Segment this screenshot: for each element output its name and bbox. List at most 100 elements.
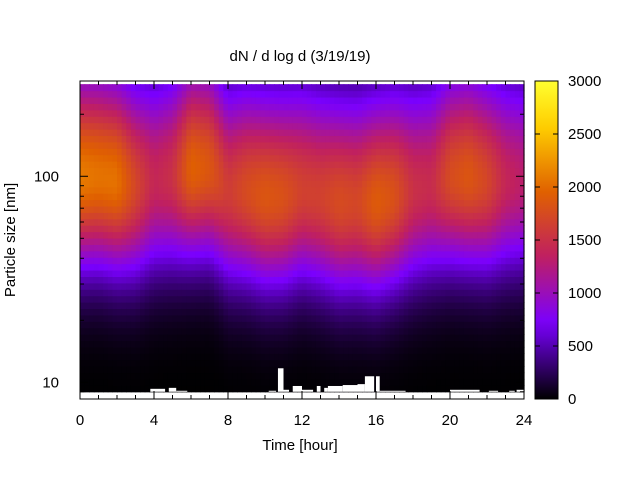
heatmap-cell	[440, 334, 446, 342]
heatmap-cell	[380, 289, 386, 297]
missing-data-gap	[379, 390, 406, 392]
heatmap-cell	[380, 148, 386, 156]
heatmap-cell	[371, 205, 377, 213]
heatmap-cell	[121, 295, 127, 303]
heatmap-cell	[413, 314, 419, 322]
heatmap-cell	[311, 141, 317, 149]
heatmap-cell	[186, 116, 192, 124]
heatmap-cell	[385, 276, 391, 284]
heatmap-cell	[84, 84, 90, 92]
heatmap-cell	[228, 109, 234, 117]
heatmap-cell	[339, 96, 345, 104]
heatmap-cell	[487, 141, 493, 149]
heatmap-cell	[228, 186, 234, 194]
heatmap-cell	[158, 231, 164, 239]
heatmap-cell	[302, 148, 308, 156]
heatmap-cell	[417, 289, 423, 297]
heatmap-cell	[251, 334, 257, 342]
heatmap-cell	[112, 321, 118, 329]
heatmap-cell	[403, 199, 409, 207]
heatmap-cell	[436, 173, 442, 181]
heatmap-cell	[477, 109, 483, 117]
heatmap-cell	[218, 193, 224, 201]
heatmap-cell	[93, 244, 100, 252]
heatmap-cell	[80, 122, 86, 130]
heatmap-cell	[399, 173, 405, 181]
heatmap-cell	[186, 295, 192, 303]
heatmap-cell	[348, 257, 354, 265]
heatmap-cell	[177, 141, 183, 149]
heatmap-cell	[158, 154, 164, 162]
heatmap-cell	[130, 167, 137, 175]
heatmap-cell	[403, 237, 409, 245]
heatmap-cell	[269, 199, 275, 207]
heatmap-cell	[98, 218, 104, 226]
heatmap-cell	[436, 90, 442, 98]
heatmap-cell	[112, 122, 118, 130]
heatmap-cell	[500, 269, 507, 277]
heatmap-cell	[417, 103, 423, 111]
heatmap-cell	[232, 372, 238, 380]
heatmap-cell	[459, 250, 465, 258]
heatmap-cell	[260, 154, 266, 162]
heatmap-cell	[121, 308, 127, 316]
heatmap-cell	[228, 289, 234, 297]
heatmap-cell	[408, 90, 414, 98]
heatmap-cell	[399, 276, 405, 284]
heatmap-cell	[366, 244, 372, 252]
heatmap-cell	[112, 385, 118, 393]
heatmap-cell	[496, 372, 502, 380]
heatmap-cell	[334, 244, 340, 252]
heatmap-cell	[204, 302, 211, 310]
heatmap-cell	[334, 90, 340, 98]
heatmap-cell	[265, 186, 271, 194]
heatmap-cell	[329, 321, 335, 329]
heatmap-cell	[246, 148, 252, 156]
heatmap-cell	[158, 122, 164, 130]
heatmap-cell	[93, 321, 100, 329]
heatmap-cell	[117, 180, 123, 188]
heatmap-cell	[172, 250, 178, 258]
heatmap-cell	[339, 314, 345, 322]
heatmap-cell	[445, 334, 451, 342]
heatmap-cell	[204, 353, 211, 361]
heatmap-cell	[320, 122, 326, 130]
heatmap-cell	[84, 308, 90, 316]
heatmap-cell	[140, 327, 146, 335]
heatmap-cell	[334, 103, 340, 111]
heatmap-cell	[454, 269, 460, 277]
heatmap-cell	[218, 225, 224, 233]
heatmap-cell	[228, 90, 234, 98]
heatmap-cell	[181, 276, 187, 284]
heatmap-cell	[482, 231, 488, 239]
heatmap-cell	[468, 263, 474, 271]
heatmap-cell	[487, 295, 493, 303]
heatmap-cell	[380, 353, 386, 361]
heatmap-cell	[80, 321, 86, 329]
heatmap-cell	[496, 378, 502, 386]
heatmap-cell	[496, 340, 502, 348]
heatmap-cell	[126, 180, 132, 188]
heatmap-cell	[204, 327, 211, 335]
heatmap-cell	[283, 257, 289, 265]
heatmap-cell	[329, 231, 335, 239]
heatmap-cell	[510, 205, 516, 213]
heatmap-cell	[80, 302, 86, 310]
heatmap-cell	[218, 180, 224, 188]
heatmap-cell	[422, 250, 428, 258]
heatmap-cell	[154, 327, 160, 335]
heatmap-cell	[167, 141, 174, 149]
heatmap-cell	[103, 237, 109, 245]
heatmap-cell	[200, 186, 206, 194]
heatmap-cell	[352, 90, 359, 98]
heatmap-cell	[98, 135, 104, 143]
heatmap-cell	[482, 276, 488, 284]
heatmap-cell	[232, 167, 238, 175]
heatmap-cell	[126, 199, 132, 207]
heatmap-cell	[200, 289, 206, 297]
heatmap-cell	[251, 141, 257, 149]
heatmap-cell	[107, 205, 113, 213]
heatmap-cell	[450, 218, 456, 226]
heatmap-cell	[241, 180, 248, 188]
heatmap-cell	[172, 122, 178, 130]
